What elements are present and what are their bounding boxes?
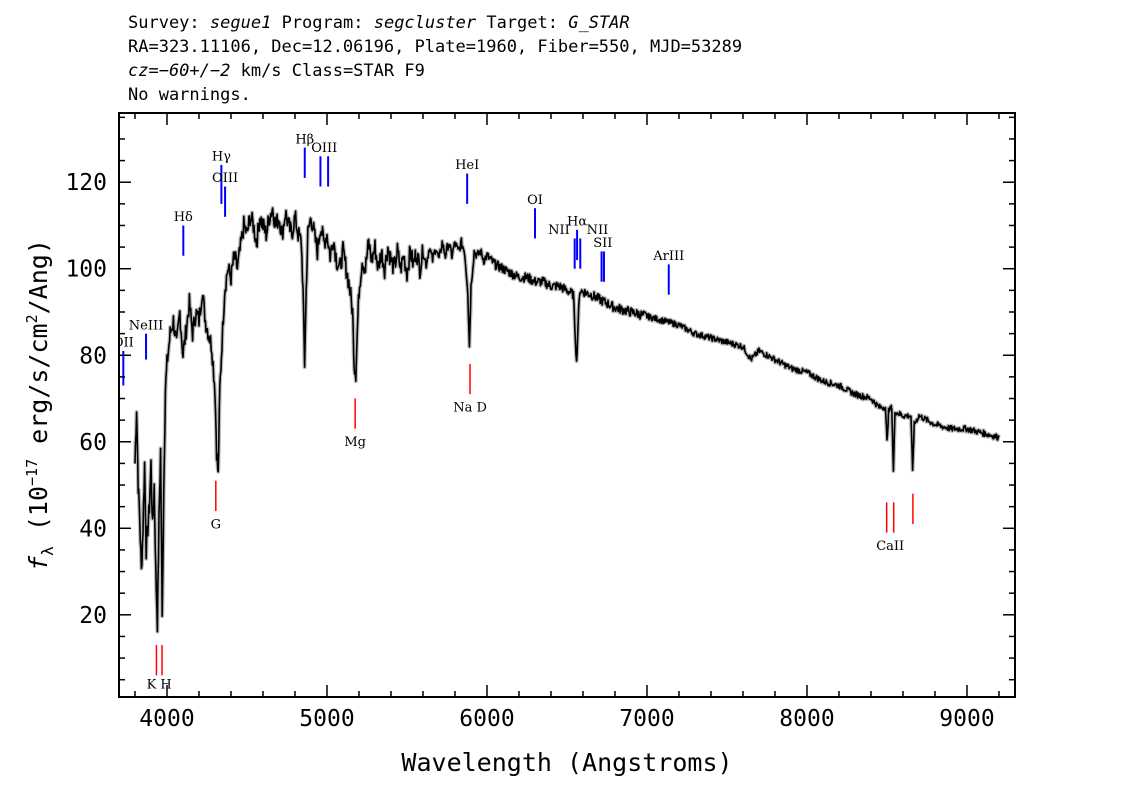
class-text: km/s Class=STAR F9	[230, 61, 425, 81]
x-tick-label: 9000	[939, 706, 994, 732]
spectrum-line	[134, 207, 1000, 633]
header-line-1: Survey: segue1 Program: segcluster Targe…	[128, 13, 630, 34]
plot-frame	[118, 112, 1016, 698]
emission-line-label: Hβ	[295, 132, 314, 147]
header-line-3: cz=−60+/−2 km/s Class=STAR F9	[128, 61, 425, 82]
x-tick-label: 7000	[619, 706, 674, 732]
absorption-line-label: CaII	[876, 539, 904, 554]
emission-line-label: OIII	[212, 171, 238, 186]
redshift-value: cz=−60+/−2	[128, 61, 231, 81]
y-tick-label: 100	[65, 257, 107, 283]
emission-line-label: ArIII	[652, 249, 684, 264]
emission-line-label: OI	[527, 193, 543, 208]
y-tick-label: 80	[79, 343, 107, 369]
axes: 4000 5000 6000 7000 8000 9000 20 40 60 80 100 120	[65, 113, 1015, 732]
x-axis-label: Wavelength (Angstroms)	[401, 748, 732, 777]
y-tick-label: 60	[79, 430, 107, 456]
emission-line-label: OII	[113, 336, 134, 351]
absorption-line-label: Mg	[344, 435, 366, 450]
x-tick-label: 6000	[459, 706, 514, 732]
survey-value: segue1	[209, 13, 272, 33]
target-label: Target:	[486, 13, 558, 33]
x-tick-label: 5000	[299, 706, 354, 732]
absorption-line-label: K H	[147, 677, 172, 692]
y-tick-label: 20	[79, 603, 107, 629]
emission-line-label: Hα	[567, 214, 587, 229]
y-tick-label: 40	[79, 516, 107, 542]
emission-line-label: OIII	[311, 141, 337, 156]
header-line-4: No warnings.	[128, 85, 251, 105]
emission-line-label: NeIII	[129, 318, 163, 333]
program-label: Program:	[281, 13, 364, 33]
x-tick-label: 4000	[139, 706, 194, 732]
emission-line-label: HeI	[455, 158, 479, 173]
y-axis-label: fλ (10−17 erg/s/cm2/Ang)	[23, 239, 57, 571]
target-value: G_STAR	[568, 13, 630, 33]
svg-text:fλ (10−17 erg/s/cm2/Ang): fλ (10−17 erg/s/cm2/Ang)	[23, 239, 57, 571]
survey-label: Survey:	[128, 13, 200, 33]
emission-line-label: NII	[548, 223, 570, 238]
emission-line-label: NII	[587, 223, 609, 238]
absorption-line-label: G	[211, 517, 221, 532]
program-value: segcluster	[373, 13, 477, 33]
spectrum-error-band	[133, 206, 1001, 634]
header-line-2: RA=323.11106, Dec=12.06196, Plate=1960, …	[128, 37, 743, 57]
emission-line-label: Hγ	[212, 150, 231, 165]
emission-line-label: Hδ	[174, 210, 193, 225]
x-tick-label: 8000	[779, 706, 834, 732]
plot-area: OIINeIIIHδHγOIIIHβOIIIHeIOINIIHαNIISIIAr…	[113, 132, 1001, 692]
absorption-line-label: Na D	[453, 400, 487, 415]
y-tick-label: 120	[65, 170, 107, 196]
emission-line-label: SII	[593, 236, 612, 251]
